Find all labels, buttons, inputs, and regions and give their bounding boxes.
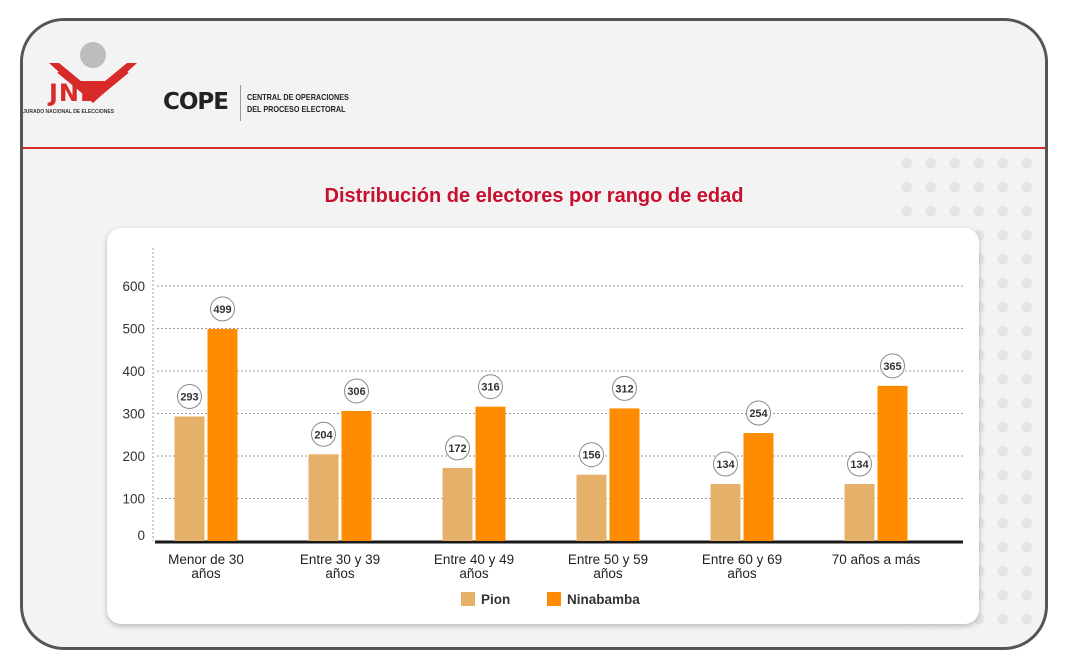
cope-description-line2: DEL PROCESO ELECTORAL — [247, 104, 346, 114]
bar-ninabamba — [877, 385, 908, 541]
data-label-bubble — [847, 451, 872, 477]
data-label-bubble — [579, 442, 604, 468]
y-tick-label: 500 — [122, 322, 145, 337]
bar-ninabamba — [609, 408, 640, 541]
x-tick-label: Entre 30 y 39 — [300, 552, 380, 567]
data-label-bubble — [478, 374, 503, 400]
bar-pion — [710, 484, 741, 541]
bar-pion — [174, 416, 205, 541]
jne-logo-icon — [49, 42, 137, 103]
bar-pion — [308, 454, 339, 541]
slide-frame: JNE JURADO NACIONAL DE ELECCIONES COPE C… — [20, 18, 1048, 650]
jne-logo-subtitle: JURADO NACIONAL DE ELECCIONES — [23, 109, 115, 115]
y-tick-label: 400 — [122, 364, 145, 379]
data-label-bubble — [177, 383, 202, 409]
x-tick-label: Entre 40 y 49 — [434, 552, 514, 567]
x-tick-label: años — [191, 566, 221, 581]
bar-ninabamba — [743, 433, 774, 541]
data-label: 254 — [749, 408, 768, 420]
data-label: 365 — [883, 361, 901, 373]
cope-logo-text: COPE — [163, 89, 229, 115]
data-label-bubble — [612, 375, 637, 401]
legend-label-ninabamba: Ninabamba — [567, 592, 640, 607]
x-tick-label: 70 años a más — [832, 552, 921, 567]
data-label: 134 — [850, 459, 869, 471]
data-label: 499 — [213, 304, 231, 316]
data-label: 156 — [582, 450, 600, 462]
x-tick-label: Entre 50 y 59 — [568, 552, 648, 567]
x-tick-label: años — [459, 566, 489, 581]
bar-pion — [576, 474, 607, 541]
cope-separator — [240, 85, 241, 121]
data-label: 316 — [481, 382, 499, 394]
cope-description-line1: CENTRAL DE OPERACIONES — [247, 92, 349, 102]
header: JNE JURADO NACIONAL DE ELECCIONES COPE C… — [23, 21, 1045, 149]
jne-logo-text: JNE — [49, 79, 98, 107]
data-label: 134 — [716, 459, 735, 471]
data-label: 172 — [448, 443, 466, 455]
data-label-bubble — [311, 421, 336, 447]
x-tick-label: Entre 60 y 69 — [702, 552, 782, 567]
x-tick-label: Menor de 30 — [168, 552, 244, 567]
bar-ninabamba — [475, 406, 506, 541]
data-label: 306 — [347, 386, 365, 398]
bar-ninabamba — [341, 410, 372, 541]
data-label-bubble — [210, 296, 235, 322]
legend-label-pion: Pion — [481, 592, 510, 607]
legend-swatch-ninabamba — [547, 592, 561, 606]
y-tick-label: 600 — [122, 279, 145, 294]
y-tick-label: 300 — [122, 407, 145, 422]
chart-card: 0 100 200 300 400 500 600 293 499 Menor de 30 años… — [107, 228, 979, 624]
x-tick-label: años — [593, 566, 623, 581]
bar-pion — [442, 467, 473, 541]
bar-ninabamba — [207, 328, 238, 541]
y-tick-label: 100 — [122, 492, 145, 507]
data-label-bubble — [880, 353, 905, 379]
y-tick-label: 0 — [137, 528, 145, 543]
bar-pion — [844, 484, 875, 541]
chart-title: Distribución de electores por rango de e… — [324, 185, 744, 207]
x-tick-label: años — [727, 566, 757, 581]
y-tick-label: 200 — [122, 449, 145, 464]
x-tick-label: años — [325, 566, 355, 581]
data-label-bubble — [344, 378, 369, 404]
cope-description: CENTRAL DE OPERACIONES DEL PROCESO ELECT… — [247, 91, 349, 115]
data-label: 312 — [615, 383, 633, 395]
data-label-bubble — [445, 435, 470, 461]
data-label: 204 — [314, 429, 333, 441]
data-label-bubble — [746, 400, 771, 426]
legend-swatch-pion — [461, 592, 475, 606]
data-label: 293 — [180, 391, 198, 403]
data-label-bubble — [713, 451, 738, 477]
